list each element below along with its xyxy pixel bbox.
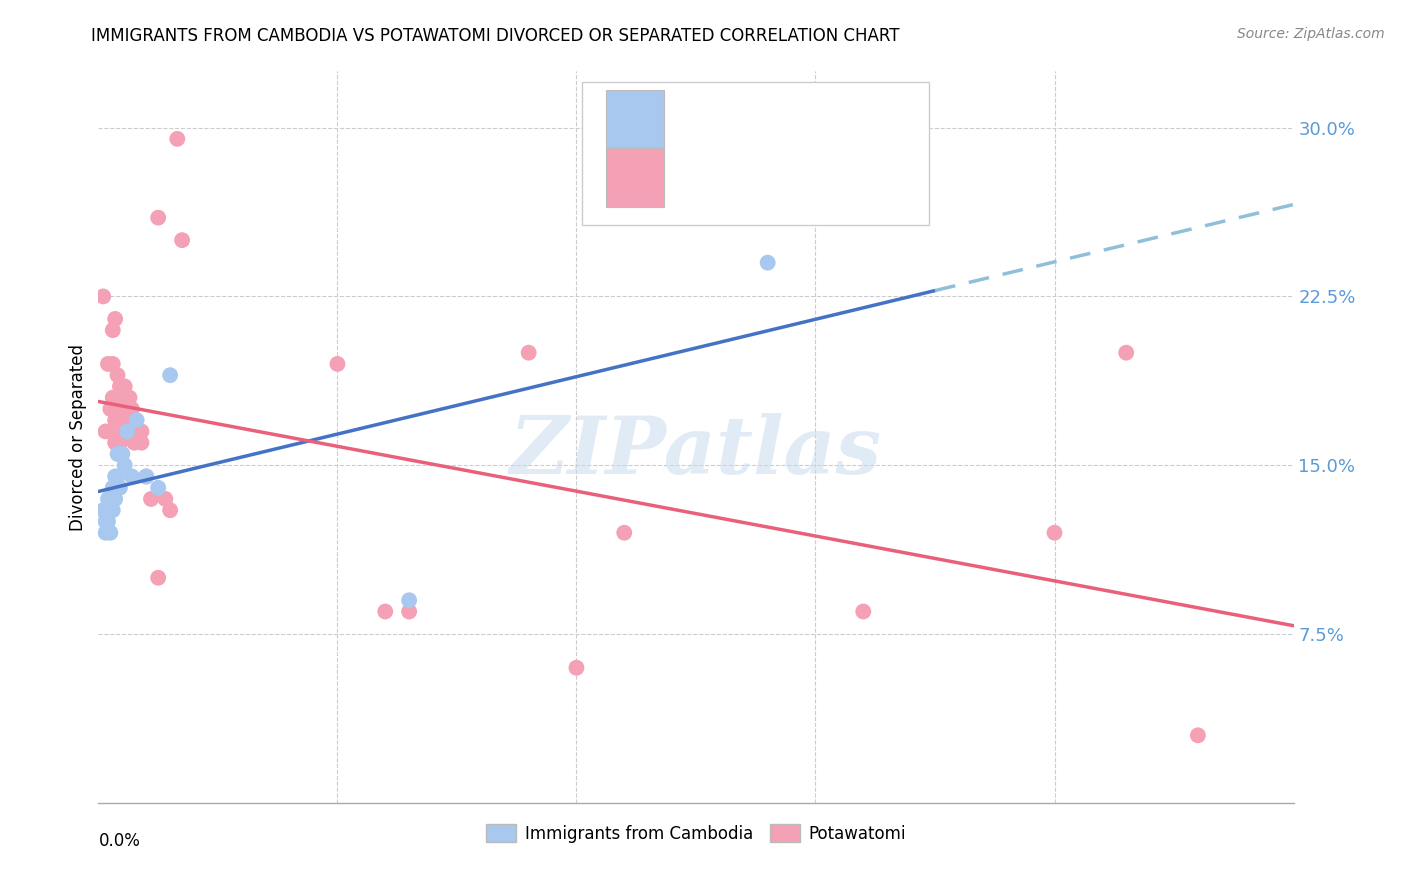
Point <box>125 413 148 427</box>
Point <box>97 491 120 506</box>
Point <box>852 605 875 619</box>
Point <box>111 401 134 416</box>
Point <box>101 323 124 337</box>
Point <box>125 425 148 439</box>
Point <box>111 447 134 461</box>
Point <box>115 401 138 416</box>
Point <box>115 425 138 439</box>
Point <box>108 481 131 495</box>
Point <box>118 391 141 405</box>
Point <box>159 368 181 383</box>
Point <box>97 357 120 371</box>
Point <box>114 413 136 427</box>
Point <box>107 447 129 461</box>
Point <box>135 469 157 483</box>
Point <box>131 435 153 450</box>
Point <box>91 503 114 517</box>
Point <box>121 469 143 483</box>
Point <box>115 425 138 439</box>
Point <box>94 525 117 540</box>
Point <box>756 255 779 269</box>
Point <box>108 447 131 461</box>
Text: R =  0.320   N = 25: R = 0.320 N = 25 <box>676 108 868 127</box>
Text: IMMIGRANTS FROM CAMBODIA VS POTAWATOMI DIVORCED OR SEPARATED CORRELATION CHART: IMMIGRANTS FROM CAMBODIA VS POTAWATOMI D… <box>91 27 900 45</box>
Point <box>121 401 143 416</box>
Point <box>159 503 181 517</box>
Point <box>166 132 188 146</box>
Point <box>108 435 131 450</box>
Y-axis label: Divorced or Separated: Divorced or Separated <box>69 343 87 531</box>
FancyBboxPatch shape <box>606 90 664 148</box>
Point <box>139 491 162 506</box>
FancyBboxPatch shape <box>582 82 929 225</box>
Text: Source: ZipAtlas.com: Source: ZipAtlas.com <box>1237 27 1385 41</box>
Point <box>517 345 540 359</box>
Point <box>94 425 117 439</box>
Point <box>98 425 122 439</box>
Point <box>98 401 122 416</box>
Point <box>114 458 136 473</box>
Point <box>104 413 127 427</box>
Point <box>124 435 146 450</box>
Point <box>101 503 124 517</box>
Point <box>114 379 136 393</box>
Point <box>148 571 170 585</box>
Point <box>398 605 420 619</box>
Point <box>107 469 129 483</box>
Point <box>326 357 349 371</box>
Point <box>97 515 120 529</box>
Point <box>148 211 170 225</box>
Point <box>94 515 117 529</box>
Point <box>108 413 131 427</box>
Point <box>98 503 122 517</box>
Point <box>131 425 153 439</box>
Point <box>1115 345 1137 359</box>
Text: 0.0%: 0.0% <box>98 832 141 850</box>
Point <box>111 391 134 405</box>
Point <box>91 289 114 303</box>
Point <box>107 401 129 416</box>
Point <box>111 425 134 439</box>
Point <box>1043 525 1066 540</box>
Point <box>108 379 131 393</box>
Point <box>565 661 588 675</box>
FancyBboxPatch shape <box>606 148 664 207</box>
Point <box>613 525 636 540</box>
Point <box>104 435 127 450</box>
Text: ZIPatlas: ZIPatlas <box>510 413 882 491</box>
Point <box>98 525 122 540</box>
Point <box>398 593 420 607</box>
Point <box>155 491 177 506</box>
Legend: Immigrants from Cambodia, Potawatomi: Immigrants from Cambodia, Potawatomi <box>479 818 912 849</box>
Point <box>1187 728 1209 742</box>
Point <box>374 605 396 619</box>
Point <box>135 469 157 483</box>
Point <box>104 312 127 326</box>
Point <box>172 233 194 247</box>
Point <box>107 425 129 439</box>
Point <box>101 357 124 371</box>
Point <box>107 368 129 383</box>
Point <box>104 491 127 506</box>
Point <box>104 469 127 483</box>
Point <box>101 391 124 405</box>
Point <box>101 481 124 495</box>
Text: R = -0.139   N = 48: R = -0.139 N = 48 <box>676 167 868 186</box>
Point <box>148 481 170 495</box>
